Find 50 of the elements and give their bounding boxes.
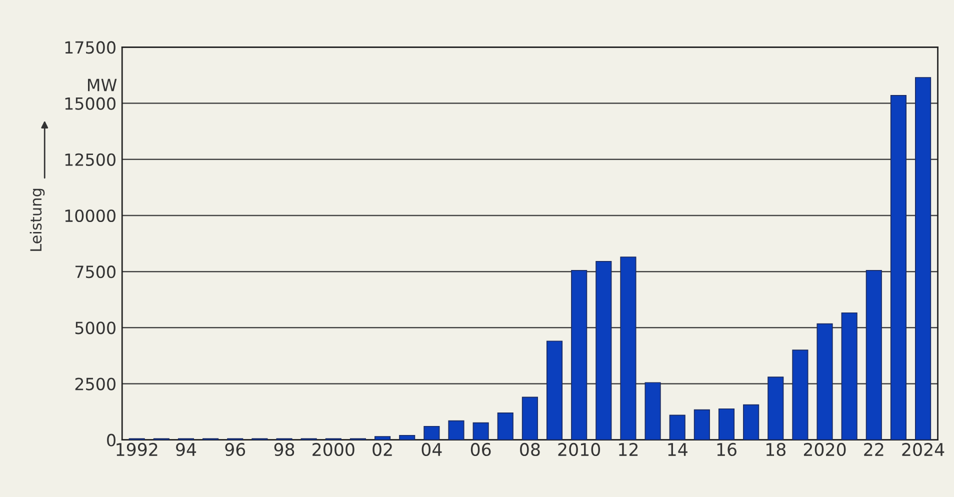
bar [768, 376, 784, 440]
y-tick-label: 7500 [76, 266, 116, 278]
bar [374, 436, 391, 440]
y-tick-label: 2500 [75, 378, 116, 390]
x-tick-label: 04 [422, 442, 442, 456]
bar [620, 256, 636, 440]
y-tick-label: 0 [107, 434, 116, 446]
x-tick-label: 2024 [902, 442, 944, 456]
y-tick-label: 12500 [65, 153, 116, 166]
bar [472, 422, 489, 440]
x-tick-label: 1992 [116, 442, 158, 456]
y-tick-label: 15000 [65, 97, 116, 110]
bar [841, 312, 858, 440]
x-tick-label: 2020 [804, 442, 846, 456]
bar [448, 420, 464, 440]
text: MW [88, 78, 117, 92]
bar [792, 350, 808, 440]
y-tick-label: 17500 [65, 41, 116, 54]
x-tick-label: 96 [225, 442, 246, 456]
x-tick-label: 12 [619, 442, 638, 456]
bar [546, 340, 563, 440]
bar [890, 95, 907, 440]
bar [571, 270, 588, 440]
bar [424, 426, 440, 440]
bar [669, 414, 686, 440]
bar [718, 408, 735, 440]
x-tick-label: 98 [274, 442, 294, 456]
x-tick-label: 06 [470, 442, 491, 456]
bar [399, 434, 416, 440]
bar [816, 323, 833, 440]
x-tick-label: 14 [668, 443, 688, 456]
x-tick-label: 08 [520, 442, 540, 456]
bar [694, 409, 710, 440]
x-tick-label: 2000 [312, 442, 354, 456]
x-tick-label: 02 [372, 442, 392, 456]
bar [915, 77, 932, 440]
x-tick-label: 16 [717, 442, 736, 456]
bar [497, 412, 514, 440]
x-tick-label: 18 [766, 442, 786, 456]
bar [596, 261, 612, 440]
bar [522, 396, 538, 440]
bar [644, 382, 661, 440]
bar [866, 270, 882, 440]
y-tick-label: 5000 [75, 322, 116, 334]
x-tick-label: 94 [176, 442, 196, 456]
bar [743, 404, 760, 440]
x-tick-label: 22 [864, 442, 884, 456]
x-tick-label: 2010 [558, 442, 600, 456]
y-tick-label: 10000 [65, 209, 116, 222]
y-axis-title: Leistung [30, 188, 45, 251]
